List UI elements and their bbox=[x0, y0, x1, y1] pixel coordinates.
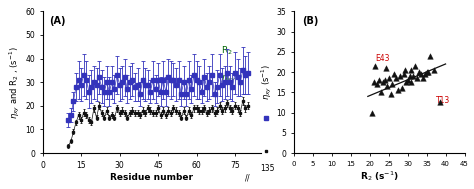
Point bbox=[394, 89, 402, 92]
Point bbox=[423, 70, 430, 74]
Point bbox=[401, 69, 409, 72]
Point bbox=[375, 79, 383, 82]
Text: 135: 135 bbox=[260, 164, 274, 174]
Point bbox=[436, 101, 444, 104]
Point bbox=[410, 75, 417, 78]
Point bbox=[406, 75, 413, 78]
Point bbox=[377, 91, 385, 94]
Point bbox=[372, 64, 379, 67]
Text: R$_2$: R$_2$ bbox=[221, 45, 233, 57]
Point bbox=[415, 70, 423, 74]
Point bbox=[370, 81, 377, 84]
Text: T13: T13 bbox=[436, 96, 450, 105]
Point bbox=[408, 81, 415, 84]
Point bbox=[383, 85, 391, 88]
Y-axis label: $\eta_{xy}$ and R$_2$ , (s$^{-1}$): $\eta_{xy}$ and R$_2$ , (s$^{-1}$) bbox=[8, 46, 22, 119]
X-axis label: R$_2$ (s$^{-1}$): R$_2$ (s$^{-1}$) bbox=[360, 170, 399, 183]
Point bbox=[396, 75, 404, 78]
Text: (B): (B) bbox=[302, 16, 319, 26]
Point bbox=[368, 111, 375, 114]
Point bbox=[387, 93, 394, 96]
Point bbox=[389, 83, 396, 86]
Point bbox=[411, 64, 419, 67]
Y-axis label: $\eta_{xy}$ (s$^{-1}$): $\eta_{xy}$ (s$^{-1}$) bbox=[259, 64, 273, 100]
Point bbox=[413, 77, 421, 80]
Point bbox=[425, 70, 432, 74]
Point bbox=[400, 73, 408, 76]
Point bbox=[381, 79, 389, 82]
Point bbox=[392, 77, 400, 80]
Point bbox=[417, 73, 425, 76]
Point bbox=[407, 69, 414, 72]
Point bbox=[382, 67, 390, 70]
Point bbox=[385, 77, 392, 80]
Text: E43: E43 bbox=[375, 54, 390, 63]
Point bbox=[402, 81, 410, 84]
Point bbox=[430, 69, 438, 72]
Point bbox=[404, 79, 411, 82]
Text: $\eta_{xy}$: $\eta_{xy}$ bbox=[221, 74, 237, 85]
Point bbox=[427, 54, 434, 57]
Text: $//$: $//$ bbox=[244, 172, 251, 183]
X-axis label: Residue number: Residue number bbox=[110, 173, 193, 181]
Point bbox=[421, 73, 428, 76]
Point bbox=[419, 77, 427, 80]
Text: (A): (A) bbox=[49, 16, 66, 26]
Point bbox=[391, 73, 398, 76]
Point bbox=[398, 87, 406, 90]
Point bbox=[374, 83, 381, 86]
Point bbox=[379, 81, 387, 84]
